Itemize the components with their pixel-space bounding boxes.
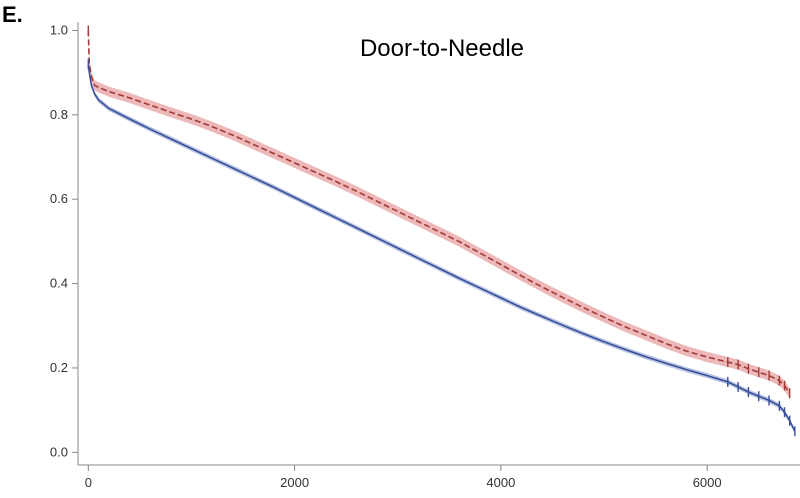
y-tick-label: 0.8 <box>50 107 68 122</box>
y-tick-label: 0.2 <box>50 360 68 375</box>
x-tick-label: 0 <box>85 475 92 490</box>
series-0-confidence-band <box>88 25 790 399</box>
x-tick-label: 2000 <box>280 475 309 490</box>
chart-title: Door-to-Needle <box>360 35 524 62</box>
y-tick-label: 1.0 <box>50 22 68 37</box>
series-0-line <box>87 30 791 394</box>
y-tick-label: 0.4 <box>50 276 68 291</box>
y-tick-label: 0.6 <box>50 191 68 206</box>
y-tick-label: 0.0 <box>50 444 68 459</box>
series-lines <box>87 25 796 437</box>
panel-label: E. <box>2 2 23 27</box>
confidence-bands <box>88 25 795 434</box>
axes: 0.0 0.2 0.4 0.6 0.8 1.0 0 2000 4000 6000 <box>50 22 800 490</box>
y-ticks: 0.0 0.2 0.4 0.6 0.8 1.0 <box>50 22 78 459</box>
series-1-line <box>87 64 796 432</box>
x-tick-label: 6000 <box>693 475 722 490</box>
x-ticks: 0 2000 4000 6000 <box>85 465 722 490</box>
x-tick-label: 4000 <box>486 475 515 490</box>
